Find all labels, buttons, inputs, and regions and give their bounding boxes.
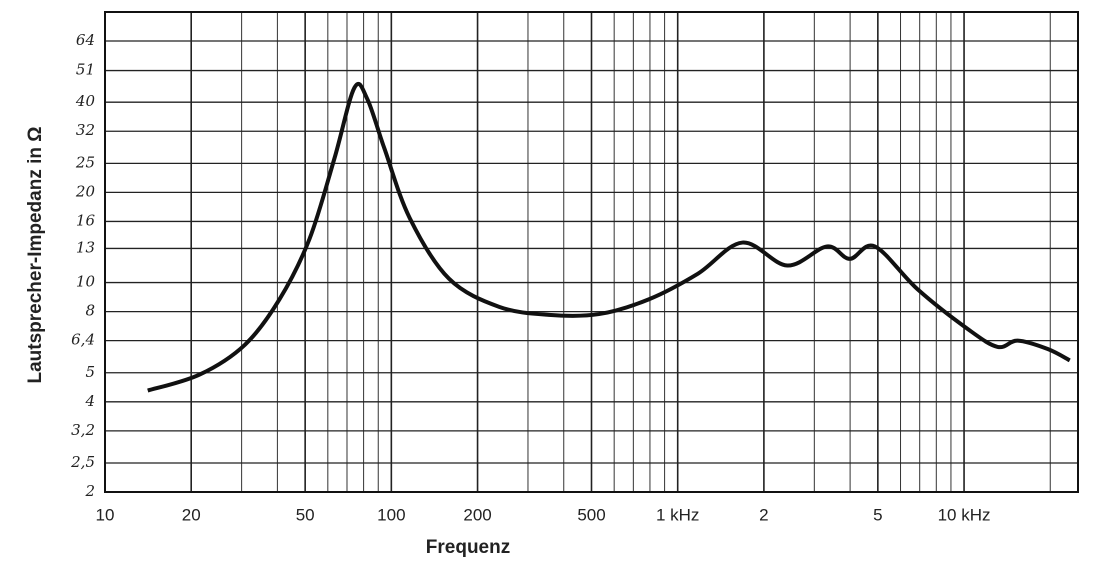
x-tick-label: 5 bbox=[873, 505, 882, 524]
y-tick-label: 4 bbox=[84, 392, 95, 410]
y-tick-label: 20 bbox=[75, 182, 96, 200]
y-tick-label: 5 bbox=[85, 363, 95, 381]
x-tick-label: 50 bbox=[296, 505, 315, 524]
y-tick-label: 3,2 bbox=[71, 421, 95, 439]
y-tick-label: 32 bbox=[76, 121, 95, 139]
y-tick-label: 25 bbox=[75, 153, 95, 171]
plot-frame bbox=[104, 11, 1079, 493]
y-axis-label: Lautsprecher-Impedanz in Ω bbox=[25, 126, 46, 383]
y-tick-label: 40 bbox=[75, 92, 96, 110]
y-tick-label: 13 bbox=[76, 238, 95, 256]
x-tick-label: 200 bbox=[463, 505, 491, 524]
y-tick-label: 2 bbox=[84, 482, 95, 500]
y-tick-label: 51 bbox=[76, 61, 95, 79]
x-tick-label: 10 kHz bbox=[938, 505, 991, 524]
x-tick-label: 10 bbox=[96, 505, 115, 524]
x-tick-label: 500 bbox=[577, 505, 605, 524]
x-tick-label: 1 kHz bbox=[656, 505, 699, 524]
x-tick-label: 100 bbox=[377, 505, 405, 524]
y-tick-label: 16 bbox=[76, 211, 96, 229]
y-tick-label: 2,5 bbox=[70, 453, 95, 471]
y-tick-label: 64 bbox=[76, 31, 95, 49]
impedance-curve bbox=[147, 81, 1071, 393]
y-tick-label: 6,4 bbox=[71, 331, 95, 349]
y-tick-label: 8 bbox=[85, 302, 95, 320]
x-tick-label: 20 bbox=[182, 505, 201, 524]
x-tick-label: 2 bbox=[759, 505, 768, 524]
y-tick-label: 10 bbox=[76, 273, 96, 291]
x-axis-label: Frequenz bbox=[426, 537, 510, 558]
